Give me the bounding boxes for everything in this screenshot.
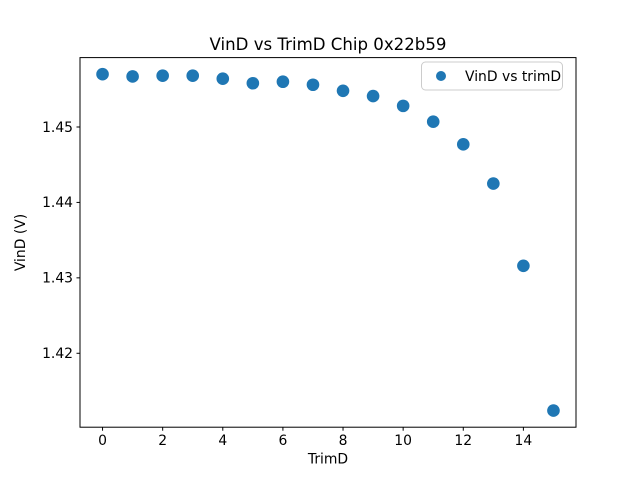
chart-title: VinD vs TrimD Chip 0x22b59 <box>210 35 447 54</box>
legend-label: VinD vs trimD <box>465 69 561 85</box>
data-point <box>366 89 380 103</box>
x-tick-label: 12 <box>454 433 472 449</box>
y-axis-label: VinD (V) <box>13 214 29 271</box>
legend: VinD vs trimD <box>421 61 563 91</box>
y-tick-label: 1.44 <box>42 195 73 211</box>
x-axis-label: TrimD <box>307 452 348 468</box>
y-tick-label: 1.43 <box>42 271 73 287</box>
data-point <box>336 84 350 98</box>
data-point <box>126 70 139 83</box>
data-point <box>246 76 260 90</box>
data-point <box>186 69 200 83</box>
data-point <box>456 138 470 151</box>
x-tick-label: 6 <box>278 433 287 449</box>
data-point <box>306 78 320 92</box>
x-tick-label: 2 <box>158 433 167 449</box>
data-point <box>276 75 290 89</box>
legend-box <box>421 61 563 91</box>
data-point <box>547 404 560 417</box>
plot-layer: 0 2 4 6 8 10 12 14 1.42 1.43 1.44 1.45 <box>42 57 577 449</box>
data-point <box>216 72 230 86</box>
y-tick-label: 1.45 <box>42 120 73 136</box>
data-point <box>487 177 500 190</box>
x-tick-label: 0 <box>98 433 107 449</box>
data-point <box>396 99 410 113</box>
plot-frame <box>79 57 577 428</box>
x-tick-label: 10 <box>394 433 412 449</box>
data-point <box>96 67 109 81</box>
data-point <box>426 115 440 129</box>
y-tick-label: 1.42 <box>42 346 73 362</box>
x-tick-label: 8 <box>339 433 348 449</box>
x-tick-label: 4 <box>218 433 227 449</box>
legend-marker-icon <box>436 71 446 81</box>
data-point <box>517 259 530 273</box>
x-tick-label: 14 <box>515 433 533 449</box>
data-point <box>156 69 169 83</box>
